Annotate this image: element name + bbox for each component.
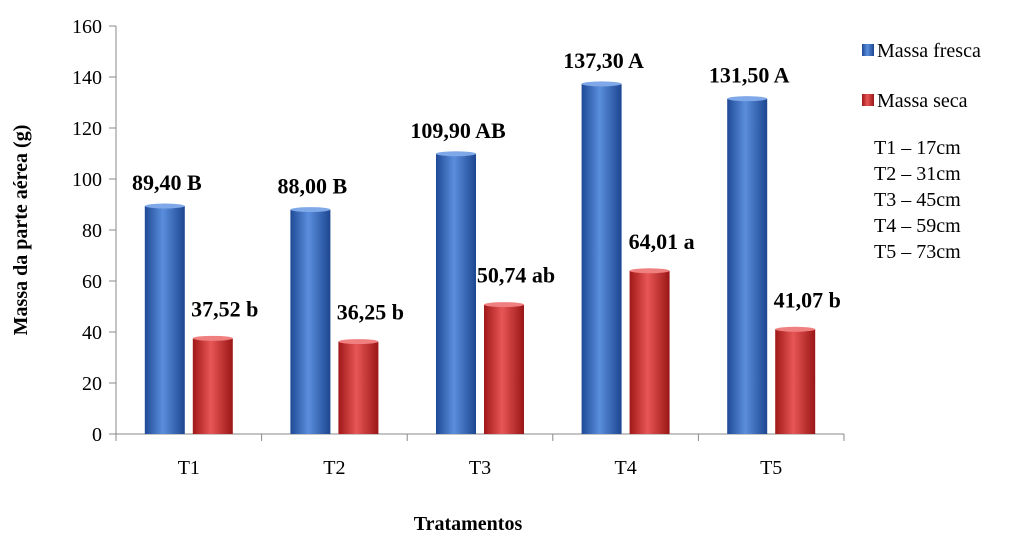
legend-note-t5: T5 – 73cm <box>874 241 961 263</box>
x-tick-label-t1: T1 <box>178 457 200 479</box>
bar-top-massa-seca-t2 <box>338 339 379 345</box>
data-label-massa-fresca-t2: 88,00 B <box>278 174 348 199</box>
bar-massa-seca-t4 <box>629 270 670 434</box>
bar-massa-seca-t1 <box>192 338 233 434</box>
legend: Massa fresca Massa seca T1 – 17cm T2 – 3… <box>862 40 981 263</box>
bar-top-massa-fresca-t5 <box>727 96 768 102</box>
data-label-massa-fresca-t1: 89,40 B <box>132 170 202 195</box>
y-tick-label: 120 <box>72 118 102 140</box>
bar-massa-seca-t3 <box>484 304 524 434</box>
bar-massa-fresca-t3 <box>436 153 476 434</box>
bar-top-massa-fresca-t1 <box>144 203 185 209</box>
bar-massa-fresca-t4 <box>581 83 622 434</box>
bar-top-massa-fresca-t4 <box>581 81 622 87</box>
data-label-massa-seca-t4: 64,01 a <box>629 229 695 254</box>
data-label-massa-seca-t5: 41,07 b <box>774 287 841 312</box>
bars <box>144 81 816 435</box>
bar-massa-seca-t5 <box>775 329 816 434</box>
y-tick-label: 20 <box>82 373 102 395</box>
x-tick-label-t4: T4 <box>614 457 636 479</box>
legend-swatch-massa-fresca <box>862 44 874 56</box>
bar-top-massa-seca-t1 <box>192 335 233 341</box>
data-label-massa-seca-t2: 36,25 b <box>337 300 404 325</box>
legend-note-t2: T2 – 31cm <box>874 163 961 185</box>
y-tick-label: 0 <box>92 424 102 446</box>
y-tick-label: 80 <box>82 220 102 242</box>
data-label-massa-fresca-t4: 137,30 A <box>563 48 644 73</box>
bar-massa-seca-t2 <box>338 341 379 434</box>
y-tick-label: 40 <box>82 322 102 344</box>
bar-massa-fresca-t2 <box>290 209 331 434</box>
x-axis-title: Tratamentos <box>414 513 523 535</box>
data-label-massa-fresca-t3: 109,90 AB <box>410 118 506 143</box>
data-label-massa-seca-t3: 50,74 ab <box>477 263 555 288</box>
legend-note-t1: T1 – 17cm <box>874 137 961 159</box>
bar-top-massa-fresca-t3 <box>436 151 476 157</box>
bar-massa-fresca-t1 <box>144 206 185 434</box>
y-tick-label: 140 <box>72 67 102 89</box>
data-label-massa-seca-t1: 37,52 b <box>191 296 258 321</box>
x-tick-label-t5: T5 <box>760 457 782 479</box>
x-tick-label-t3: T3 <box>469 457 491 479</box>
axes: 0 20 40 60 80 100 120 140 160 T1 T2 T3 T4 T5 <box>72 16 845 479</box>
data-label-massa-fresca-t5: 131,50 A <box>709 63 790 88</box>
legend-swatch-massa-seca <box>862 94 874 106</box>
bar-top-massa-seca-t5 <box>775 326 816 332</box>
y-axis-title: Massa da parte aérea (g) <box>10 125 32 336</box>
legend-note-t4: T4 – 59cm <box>874 215 961 237</box>
bar-top-massa-seca-t3 <box>484 302 524 308</box>
bar-massa-fresca-t5 <box>727 98 768 435</box>
y-tick-label: 60 <box>82 271 102 293</box>
y-tick-label: 160 <box>72 16 102 38</box>
bar-top-massa-fresca-t2 <box>290 207 331 213</box>
legend-label-massa-seca: Massa seca <box>877 90 968 112</box>
legend-label-massa-fresca: Massa fresca <box>877 40 981 62</box>
y-tick-label: 100 <box>72 169 102 191</box>
legend-note-t3: T3 – 45cm <box>874 189 961 211</box>
data-labels: 89,40 B 37,52 b 88,00 B 36,25 b 109,90 AB 50,… <box>132 48 841 325</box>
x-tick-label-t2: T2 <box>323 457 345 479</box>
bar-top-massa-seca-t4 <box>629 268 670 274</box>
